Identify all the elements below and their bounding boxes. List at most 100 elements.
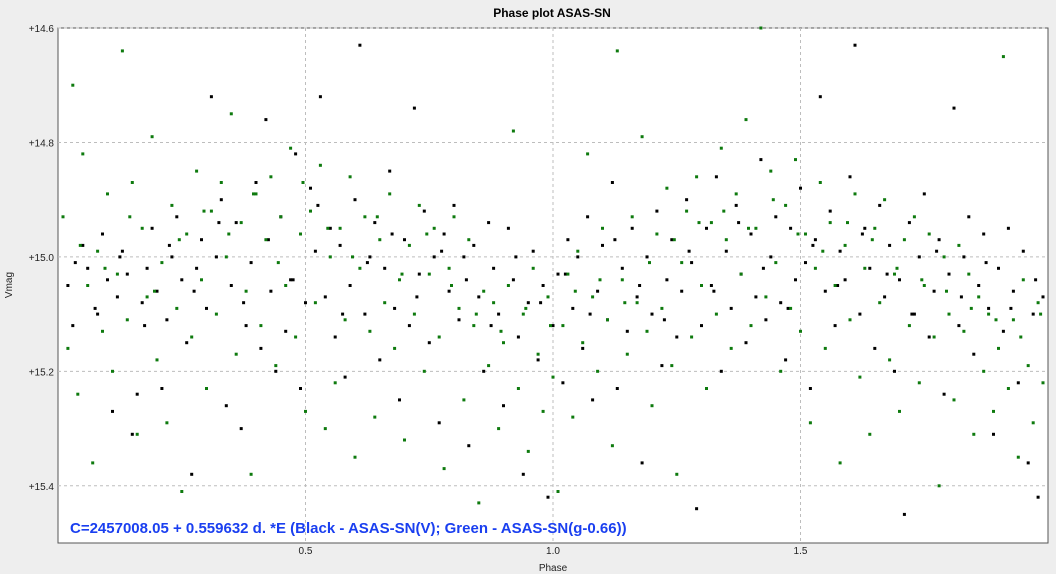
data-point-s0-10 [125, 272, 129, 276]
data-point-s0-32 [234, 221, 238, 225]
data-point-s1-40 [259, 324, 263, 328]
data-point-s1-65 [383, 301, 387, 305]
data-point-s0-155 [843, 278, 847, 282]
data-point-s1-91 [511, 129, 515, 133]
data-point-s1-146 [784, 203, 788, 207]
data-point-s0-234 [1009, 306, 1013, 310]
data-point-s0-140 [769, 255, 773, 259]
data-point-s0-88 [511, 278, 515, 282]
data-point-s1-161 [858, 375, 862, 379]
data-point-s1-68 [398, 278, 401, 282]
data-point-s1-102 [566, 272, 570, 276]
data-point-s1-0 [61, 215, 65, 219]
data-point-s0-189 [1011, 289, 1015, 293]
data-point-s0-193 [1031, 312, 1035, 316]
data-point-s0-56 [353, 198, 357, 202]
data-point-s1-36 [239, 221, 243, 225]
data-point-s0-15 [150, 226, 154, 230]
data-point-s1-193 [1016, 455, 1020, 459]
data-point-s1-27 [195, 169, 199, 173]
data-point-s1-180 [952, 398, 956, 402]
data-point-s0-52 [333, 335, 337, 339]
data-point-s1-186 [982, 369, 986, 373]
series-0 [66, 43, 1045, 516]
data-point-s0-62 [383, 266, 387, 270]
data-point-s1-132 [714, 312, 718, 316]
data-point-s0-170 [917, 255, 921, 259]
data-point-s0-137 [754, 295, 758, 299]
data-point-s0-25 [200, 238, 203, 242]
data-point-s0-17 [160, 387, 164, 390]
data-point-s1-26 [190, 335, 194, 339]
data-point-s1-236 [994, 318, 998, 322]
data-point-s1-61 [363, 215, 367, 219]
data-point-s0-116 [650, 312, 654, 316]
data-point-s0-148 [808, 387, 812, 390]
data-point-s1-55 [333, 381, 337, 385]
data-point-s0-169 [912, 312, 916, 316]
data-point-s0-174 [937, 238, 941, 242]
data-point-s0-132 [729, 306, 733, 310]
data-point-s0-86 [502, 404, 505, 408]
data-point-s1-117 [640, 135, 644, 139]
data-point-s0-83 [487, 221, 491, 225]
data-point-s0-204 [266, 238, 270, 242]
data-point-s0-223 [737, 221, 741, 225]
data-point-s1-139 [749, 324, 753, 328]
data-point-s0-213 [489, 324, 493, 328]
data-point-s1-13 [125, 318, 129, 322]
data-point-s0-50 [323, 295, 327, 299]
data-point-s1-3 [76, 392, 80, 396]
data-point-s0-229 [885, 272, 889, 276]
data-point-s1-138 [744, 118, 748, 122]
data-point-s1-223 [672, 238, 676, 242]
y-tick-label-4: +15.4 [29, 482, 55, 493]
data-point-s1-121 [660, 306, 664, 310]
data-point-s0-226 [811, 243, 815, 247]
data-point-s0-70 [422, 209, 426, 213]
x-axis-ticks: 0.5 1.0 1.5 [299, 546, 808, 557]
data-point-s1-168 [893, 272, 896, 276]
data-point-s0-146 [799, 186, 802, 190]
data-point-s0-159 [863, 226, 867, 230]
data-point-s0-66 [403, 238, 406, 242]
data-point-s0-163 [883, 295, 887, 299]
data-point-s1-229 [821, 249, 825, 253]
data-point-s0-67 [407, 324, 411, 328]
data-point-s1-216 [499, 329, 503, 333]
data-point-s1-214 [450, 284, 453, 287]
data-point-s0-91 [526, 301, 530, 305]
data-point-s0-171 [922, 192, 926, 196]
data-point-s0-158 [858, 312, 862, 316]
data-point-s1-118 [645, 329, 649, 333]
data-point-s0-203 [242, 301, 246, 305]
data-point-s1-120 [655, 232, 659, 236]
data-point-s0-231 [935, 249, 939, 253]
data-point-s0-9 [120, 249, 124, 253]
data-point-s0-175 [942, 392, 946, 396]
x-tick-label-2: 1.5 [794, 546, 808, 557]
data-point-s0-24 [195, 266, 199, 270]
data-point-s0-161 [873, 346, 877, 350]
data-point-s1-167 [888, 358, 892, 362]
data-point-s1-182 [962, 329, 966, 333]
data-point-s0-31 [229, 284, 233, 287]
data-point-s1-19 [155, 358, 159, 362]
data-point-s1-12 [120, 49, 124, 53]
data-point-s1-154 [823, 346, 827, 350]
data-point-s0-153 [833, 324, 837, 328]
data-point-s1-45 [284, 284, 288, 287]
data-point-s1-203 [177, 238, 181, 242]
data-point-s1-94 [526, 449, 530, 453]
data-point-s1-66 [388, 192, 392, 196]
data-point-s0-35 [249, 261, 253, 265]
data-point-s1-220 [598, 278, 602, 282]
data-point-s0-139 [764, 318, 768, 322]
data-point-s0-188 [1006, 226, 1010, 230]
data-point-s0-57 [358, 43, 362, 47]
data-point-s0-214 [514, 255, 518, 259]
data-point-s0-60 [373, 221, 377, 225]
data-point-s1-46 [289, 146, 293, 150]
data-point-s1-142 [764, 295, 768, 299]
data-point-s0-199 [143, 324, 147, 328]
